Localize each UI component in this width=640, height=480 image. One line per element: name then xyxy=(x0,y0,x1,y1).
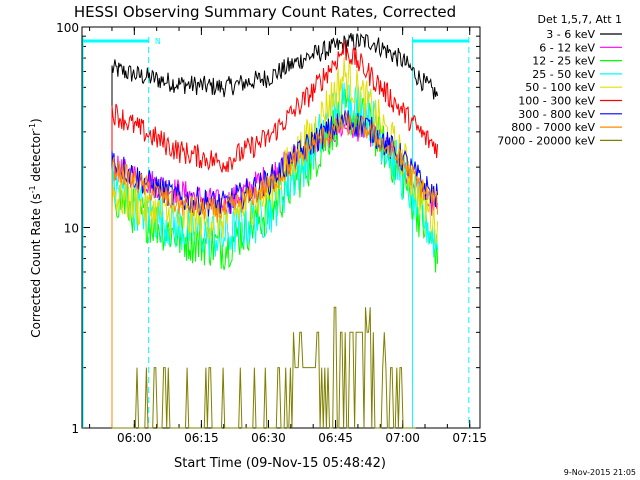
annotation-n: N xyxy=(155,37,161,46)
chart-title: HESSI Observing Summary Count Rates, Cor… xyxy=(74,3,456,21)
y-tick-label: 10 xyxy=(64,222,79,236)
x-tick-label: 06:30 xyxy=(251,431,286,445)
legend-entry: 7000 - 20000 keV xyxy=(497,134,595,147)
legend-title: Det 1,5,7, Att 1 xyxy=(538,13,622,26)
series-line xyxy=(112,306,416,429)
x-axis-label: Start Time (09-Nov-15 05:48:42) xyxy=(174,456,386,471)
y-axis-label-part2: detector xyxy=(29,131,43,186)
y-axis-label-sup2: -1 xyxy=(28,123,37,131)
legend-entry: 12 - 25 keV xyxy=(532,55,595,68)
y-tick-label: 100 xyxy=(56,21,79,35)
legend-entry: 800 - 7000 keV xyxy=(511,121,595,134)
series-line xyxy=(111,32,439,428)
legend-entry: 25 - 50 keV xyxy=(532,68,595,81)
series-line xyxy=(111,112,439,428)
y-axis-label-part3: ) xyxy=(29,118,43,123)
legend-entry: 3 - 6 keV xyxy=(546,28,595,41)
x-tick-label: 07:15 xyxy=(452,431,487,445)
x-tick-label: 06:45 xyxy=(318,431,353,445)
series-line xyxy=(111,40,439,428)
x-tick-label: 07:00 xyxy=(385,431,420,445)
legend-entry: 50 - 100 keV xyxy=(525,81,595,94)
legend-entry: 6 - 12 keV xyxy=(539,41,595,54)
y-axis-label: Corrected Count Rate (s-1 detector-1) xyxy=(28,118,43,337)
footer-timestamp: 9-Nov-2015 21:05 xyxy=(564,468,636,477)
y-axis-label-part1: Corrected Count Rate (s xyxy=(29,193,43,337)
plot-frame xyxy=(81,26,481,429)
y-axis-label-sup1: -1 xyxy=(28,185,37,193)
x-tick-label: 06:00 xyxy=(117,431,152,445)
legend-entry: 300 - 800 keV xyxy=(518,108,595,121)
series-line xyxy=(111,110,439,428)
x-tick-label: 06:15 xyxy=(184,431,219,445)
legend-entry: 100 - 300 keV xyxy=(518,95,595,108)
plot-area: 06:00 06:15 06:30 06:45 07:00 07:15 1 10 100 N xyxy=(56,21,487,445)
y-tick-label: 1 xyxy=(71,422,79,436)
